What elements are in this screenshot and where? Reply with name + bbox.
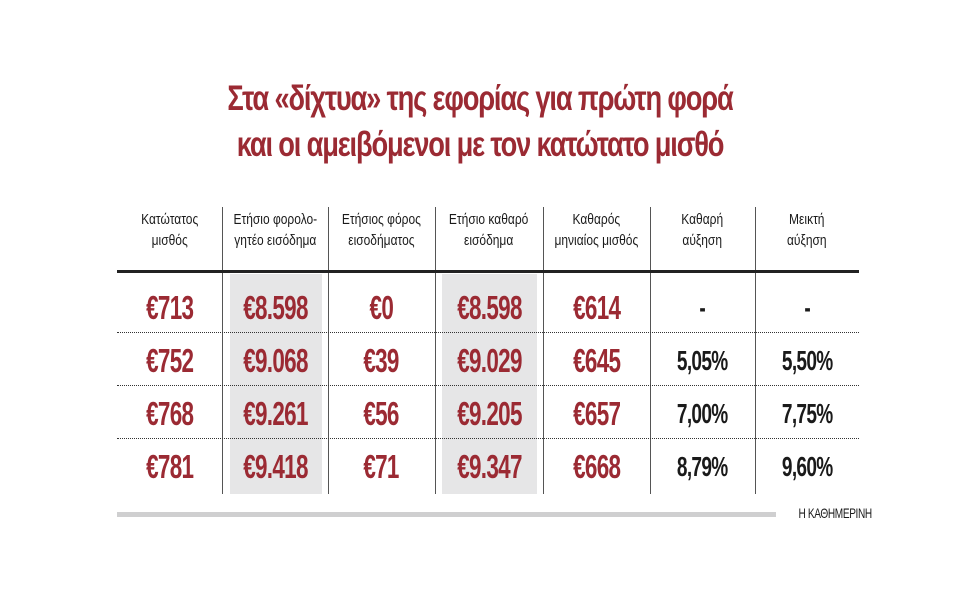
table-cell: €768 bbox=[145, 395, 194, 432]
table-cell: - bbox=[699, 292, 706, 323]
table-cell: €781 bbox=[145, 448, 194, 485]
table-cell: €9.347 bbox=[456, 448, 522, 485]
divider bbox=[435, 207, 436, 494]
table-cell: 7,75% bbox=[781, 398, 833, 429]
footer-bar bbox=[117, 512, 776, 517]
header-net-income: Ετήσιο καθαρό εισόδημα bbox=[449, 211, 529, 249]
header-taxable-income: Ετήσιο φορολο- γητέο εισόδημα bbox=[233, 211, 317, 249]
divider bbox=[650, 207, 651, 494]
header-rule bbox=[117, 270, 859, 273]
table-cell: 5,05% bbox=[677, 345, 728, 376]
table-cell: €9.029 bbox=[456, 342, 522, 379]
shade-col-2 bbox=[230, 274, 322, 494]
table-cell: €8.598 bbox=[242, 289, 308, 326]
table-cell: €71 bbox=[363, 448, 400, 485]
table-cell: €9.205 bbox=[456, 395, 522, 432]
divider bbox=[755, 207, 756, 494]
table-cell: 5,50% bbox=[781, 345, 833, 376]
divider bbox=[328, 207, 329, 494]
table-cell: €614 bbox=[572, 289, 621, 326]
table-cell: €56 bbox=[363, 395, 400, 432]
table-cell: €645 bbox=[572, 342, 621, 379]
row-separator bbox=[117, 385, 859, 386]
table-cell: - bbox=[804, 292, 810, 323]
table-cell: €9.068 bbox=[242, 342, 308, 379]
table-cell: €8.598 bbox=[456, 289, 522, 326]
table-cell: €9.261 bbox=[242, 395, 308, 432]
table-cell: €713 bbox=[145, 289, 194, 326]
shade-col-4 bbox=[442, 274, 537, 494]
table-cell: €0 bbox=[369, 289, 394, 326]
table-cell: €668 bbox=[572, 448, 621, 485]
table-cell: €752 bbox=[145, 342, 194, 379]
table-cell: €657 bbox=[572, 395, 621, 432]
table-cell: €9.418 bbox=[242, 448, 308, 485]
table-cell: 9,60% bbox=[781, 451, 833, 482]
row-separator bbox=[117, 332, 859, 333]
table-cell: €39 bbox=[363, 342, 400, 379]
chart-title: Στα «δίχτυα» της εφορίας για πρώτη φορά … bbox=[106, 76, 855, 168]
title-line-1: Στα «δίχτυα» της εφορίας για πρώτη φορά bbox=[227, 79, 733, 118]
source-brand: Η ΚΑΘΗΜΕΡΙΝΗ bbox=[798, 505, 873, 521]
title-line-2: και οι αμειβόμενοι με τον κατώτατο μισθό bbox=[236, 125, 725, 164]
table-cell: 7,00% bbox=[677, 398, 728, 429]
header-net-increase: Καθαρή αύξηση bbox=[681, 211, 724, 249]
header-net-monthly: Καθαρός μηνιαίος μισθός bbox=[554, 211, 639, 249]
row-separator bbox=[117, 438, 859, 439]
header-gross-increase: Μεικτή αύξηση bbox=[787, 211, 827, 249]
table-cell: 8,79% bbox=[677, 451, 728, 482]
divider bbox=[222, 207, 223, 494]
header-min-wage: Κατώτατος μισθός bbox=[140, 211, 199, 249]
header-income-tax: Ετήσιος φόρος εισοδήματος bbox=[341, 211, 422, 249]
divider bbox=[543, 207, 544, 494]
